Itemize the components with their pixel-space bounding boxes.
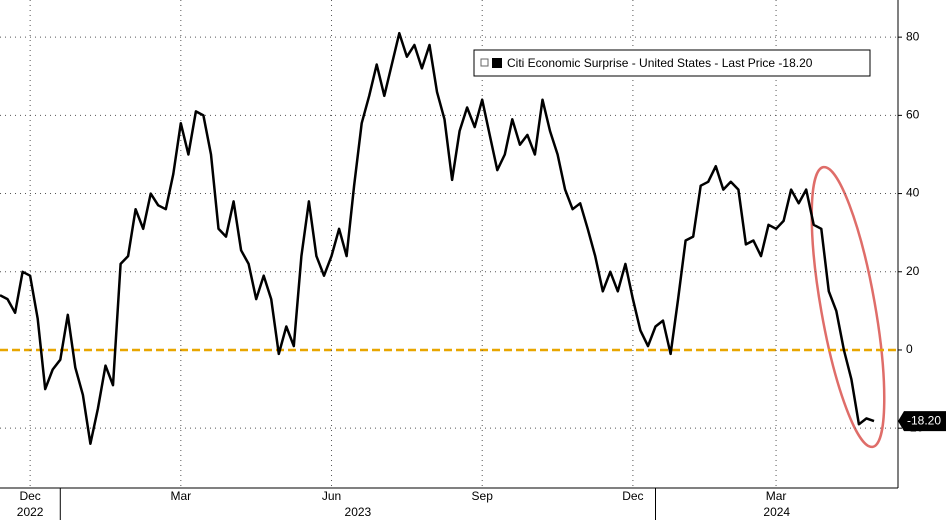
last-price-box [898,411,946,432]
series-line [0,31,875,446]
last-price-tag: -18.20 [898,411,946,432]
legend-swatch [492,58,502,68]
year-label: 2024 [763,505,790,519]
y-tick-label: 0 [906,342,913,356]
year-label: 2022 [17,505,44,519]
legend-label: Citi Economic Surprise - United States -… [507,56,813,70]
legend-icon [480,58,489,67]
x-tick-label: Mar [170,489,191,503]
x-tick-label: Jun [322,489,341,503]
y-tick-label: 60 [906,108,920,122]
x-tick-label: Sep [472,489,494,503]
x-tick-label: Mar [766,489,787,503]
y-tick-label: 40 [906,186,920,200]
y-tick-label: 20 [906,264,920,278]
last-price-label: -18.20 [907,413,941,427]
highlight-ellipse [810,165,886,449]
legend-box [473,49,871,77]
legend: Citi Economic Surprise - United States -… [473,49,871,77]
x-tick-label: Dec [19,489,40,503]
x-tick-label: Dec [622,489,643,503]
year-label: 2023 [345,505,372,519]
y-tick-label: 80 [906,29,920,43]
